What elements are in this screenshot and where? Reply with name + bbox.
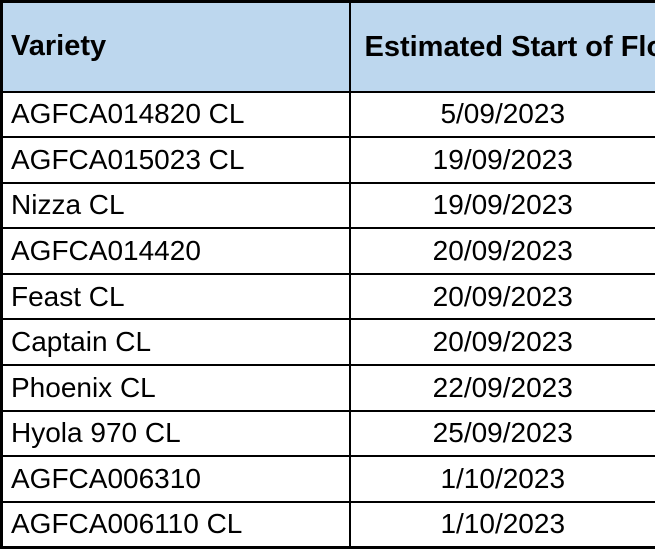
variety-cell: AGFCA006310	[0, 455, 351, 503]
table-row: Nizza CL 19/09/2023	[0, 181, 655, 230]
variety-cell: AGFCA014820 CL	[0, 90, 351, 139]
date-cell: 25/09/2023	[348, 409, 655, 458]
date-cell: 19/09/2023	[348, 181, 655, 230]
table-row: AGFCA015023 CL 19/09/2023	[0, 136, 655, 184]
table-row: Hyola 970 CL 25/09/2023	[0, 409, 655, 458]
variety-cell: AGFCA015023 CL	[0, 136, 351, 184]
column-header-flowering-date: Estimated Start of Flowering Date	[348, 0, 655, 93]
header-row: Variety Estimated Start of Flowering Dat…	[0, 0, 655, 93]
variety-cell: Feast CL	[0, 272, 351, 321]
variety-cell: Phoenix CL	[0, 364, 351, 412]
date-cell: 20/09/2023	[348, 272, 655, 321]
table-row: AGFCA006310 1/10/2023	[0, 455, 655, 503]
table-row: AGFCA014820 CL 5/09/2023	[0, 90, 655, 139]
date-cell: 22/09/2023	[348, 364, 655, 412]
date-cell: 5/09/2023	[348, 90, 655, 139]
date-cell: 1/10/2023	[348, 455, 655, 503]
date-cell: 19/09/2023	[348, 136, 655, 184]
date-cell: 20/09/2023	[348, 318, 655, 367]
variety-cell: Nizza CL	[0, 181, 351, 230]
table-row: Phoenix CL 22/09/2023	[0, 364, 655, 412]
table-row: AGFCA006110 CL 1/10/2023	[0, 500, 655, 549]
variety-cell: Captain CL	[0, 318, 351, 367]
table-row: Captain CL 20/09/2023	[0, 318, 655, 367]
variety-cell: AGFCA006110 CL	[0, 500, 351, 549]
column-header-variety: Variety	[0, 0, 351, 93]
variety-cell: AGFCA014420	[0, 227, 351, 275]
variety-cell: Hyola 970 CL	[0, 409, 351, 458]
table-row: AGFCA014420 20/09/2023	[0, 227, 655, 275]
date-cell: 20/09/2023	[348, 227, 655, 275]
date-cell: 1/10/2023	[348, 500, 655, 549]
table-row: Feast CL 20/09/2023	[0, 272, 655, 321]
